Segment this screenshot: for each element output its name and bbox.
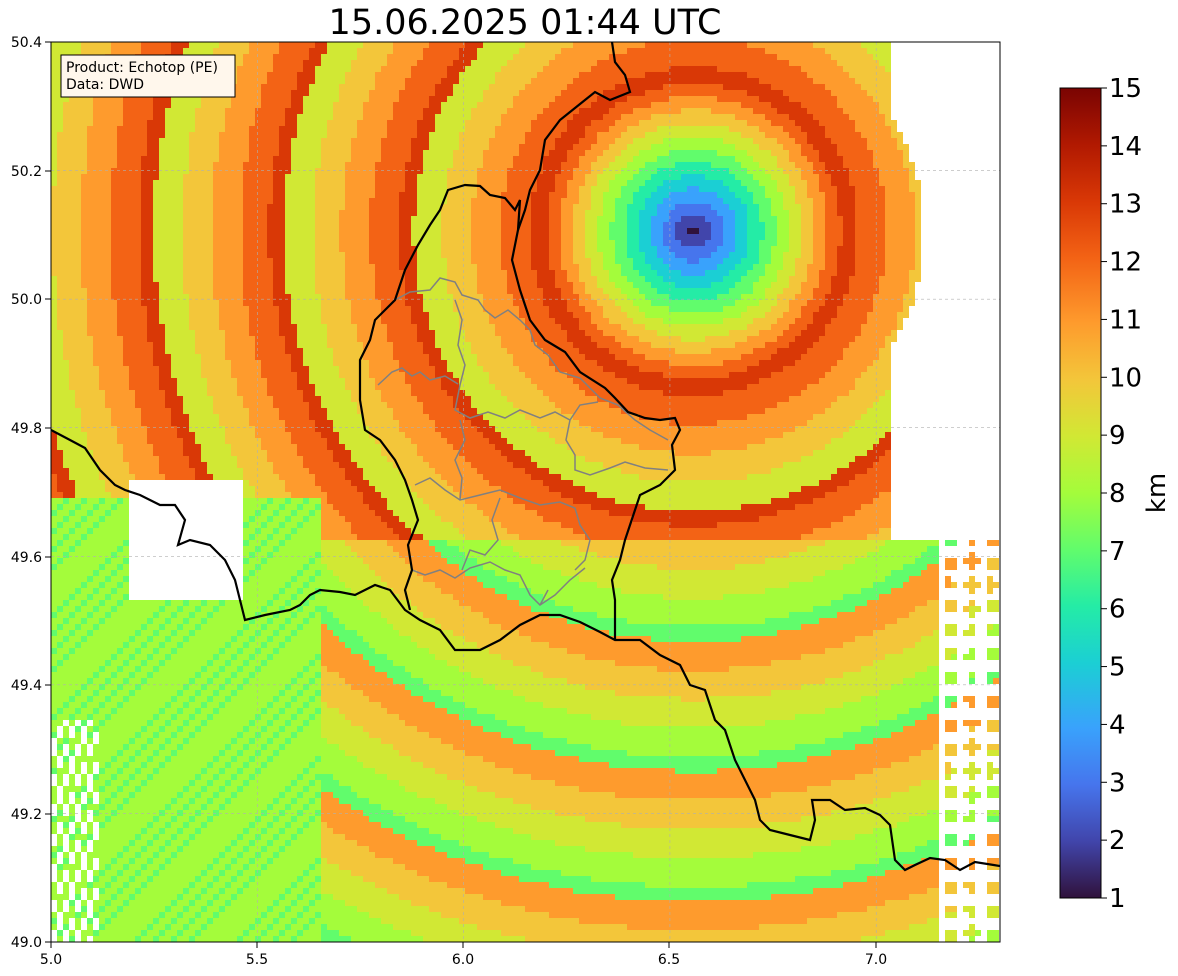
y-axis: 49.0 49.2 49.4 49.6 49.8 50.0 50.2 50.4 — [11, 35, 51, 951]
x-tick-label: 5.0 — [40, 952, 62, 968]
colorbar-tick-label: 6 — [1109, 595, 1126, 625]
y-tick-label: 49.2 — [11, 807, 42, 823]
colorbar-tick-label: 12 — [1109, 248, 1142, 278]
colorbar-tick-label: 3 — [1109, 768, 1126, 798]
y-tick-label: 49.8 — [11, 421, 42, 437]
x-axis: 5.0 5.5 6.0 6.5 7.0 — [40, 942, 887, 968]
y-tick-label: 50.4 — [11, 35, 42, 51]
colorbar-gradient — [1060, 88, 1101, 898]
y-tick-label: 49.6 — [11, 550, 42, 566]
y-tick-label: 50.2 — [11, 164, 42, 180]
x-tick-label: 6.0 — [452, 952, 474, 968]
colorbar-tick-label: 8 — [1109, 479, 1126, 509]
y-tick-label: 49.0 — [11, 935, 42, 951]
colorbar-label: km — [1142, 473, 1172, 513]
x-tick-label: 6.5 — [658, 952, 680, 968]
y-tick-label: 49.4 — [11, 678, 42, 694]
colorbar-tick-label: 9 — [1109, 421, 1126, 451]
info-box: Product: Echotop (PE) Data: DWD — [61, 55, 235, 97]
colorbar-tick-label: 14 — [1109, 132, 1142, 162]
colorbar-tick-label: 15 — [1109, 74, 1142, 104]
map-title: 15.06.2025 01:44 UTC — [329, 3, 722, 43]
colorbar-tick-label: 2 — [1109, 826, 1126, 856]
colorbar-tick-label: 5 — [1109, 653, 1126, 683]
product-label: Product: Echotop (PE) — [66, 60, 218, 76]
colorbar-tick-label: 1 — [1109, 884, 1126, 914]
colorbar-tick-label: 13 — [1109, 190, 1142, 220]
x-tick-label: 5.5 — [246, 952, 268, 968]
colorbar-tick-label: 4 — [1109, 710, 1126, 740]
colorbar-tick-label: 7 — [1109, 537, 1126, 567]
y-tick-label: 50.0 — [11, 292, 42, 308]
colorbar-tick-label: 10 — [1109, 363, 1142, 393]
source-label: Data: DWD — [66, 77, 144, 93]
colorbar-tick-label: 11 — [1109, 305, 1142, 335]
x-tick-label: 7.0 — [865, 952, 887, 968]
